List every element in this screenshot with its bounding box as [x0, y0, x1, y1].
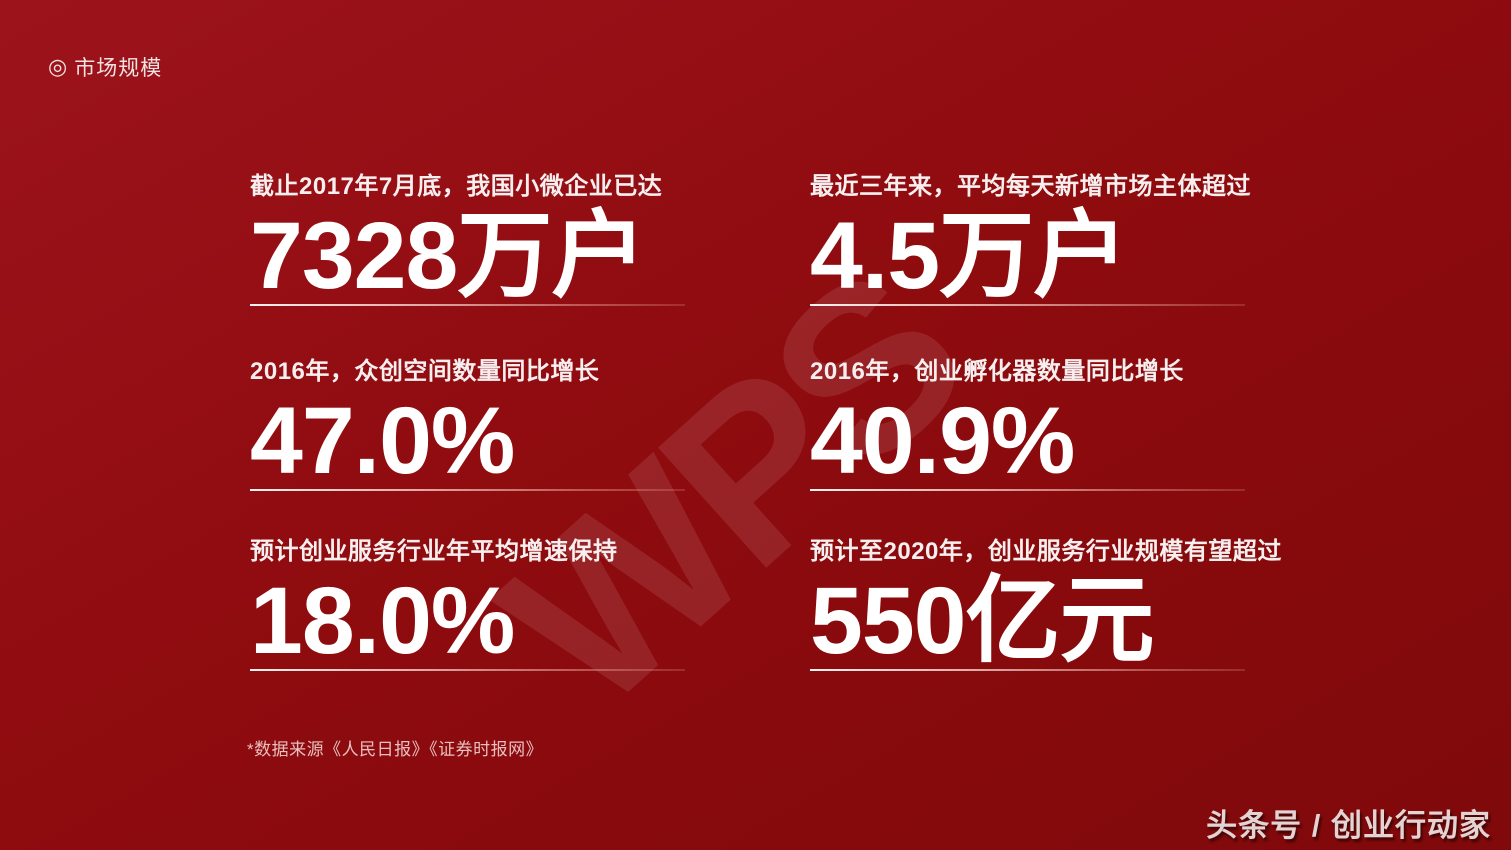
- toutiao-account-watermark: 头条号 / 创业行动家: [1206, 808, 1491, 843]
- stat-label: 2016年，众创空间数量同比增长: [250, 358, 600, 385]
- bullseye-icon: ◎: [48, 54, 69, 79]
- section-title: ◎ 市场规模: [48, 52, 162, 82]
- stat-block-average-growth-rate: 预计创业服务行业年平均增速保持 18.0%: [250, 537, 720, 671]
- stat-underline: [250, 489, 685, 491]
- stat-value: 4.5万户: [810, 203, 1128, 309]
- stat-value: 40.9%: [810, 388, 1075, 494]
- stat-block-small-micro-enterprises: 截止2017年7月底，我国小微企业已达 7328万户: [250, 172, 720, 306]
- stat-label: 预计至2020年，创业服务行业规模有望超过: [810, 538, 1282, 565]
- stat-label: 2016年，创业孵化器数量同比增长: [810, 358, 1184, 385]
- stat-label: 截止2017年7月底，我国小微企业已达: [250, 173, 663, 200]
- stat-block-daily-new-market-entities: 最近三年来，平均每天新增市场主体超过 4.5万户: [810, 172, 1280, 306]
- stat-label: 最近三年来，平均每天新增市场主体超过: [810, 173, 1251, 200]
- stat-block-incubator-growth: 2016年，创业孵化器数量同比增长 40.9%: [810, 357, 1280, 491]
- stat-underline: [810, 304, 1245, 306]
- stat-underline: [810, 489, 1245, 491]
- stat-label: 预计创业服务行业年平均增速保持: [250, 538, 618, 565]
- stat-block-makerspace-growth: 2016年，众创空间数量同比增长 47.0%: [250, 357, 720, 491]
- stat-block-industry-scale-2020: 预计至2020年，创业服务行业规模有望超过 550亿元: [810, 537, 1282, 674]
- data-source-footnote: *数据来源《人民日报》《证券时报网》: [247, 740, 544, 759]
- stat-value: 47.0%: [250, 388, 515, 494]
- stat-value: 550亿元: [810, 568, 1155, 674]
- stat-underline: [250, 669, 685, 671]
- stat-value: 7328万户: [250, 203, 646, 309]
- section-title-label: 市场规模: [74, 57, 163, 80]
- stat-underline: [250, 304, 685, 306]
- stat-value: 18.0%: [250, 568, 515, 674]
- stat-underline: [810, 669, 1245, 671]
